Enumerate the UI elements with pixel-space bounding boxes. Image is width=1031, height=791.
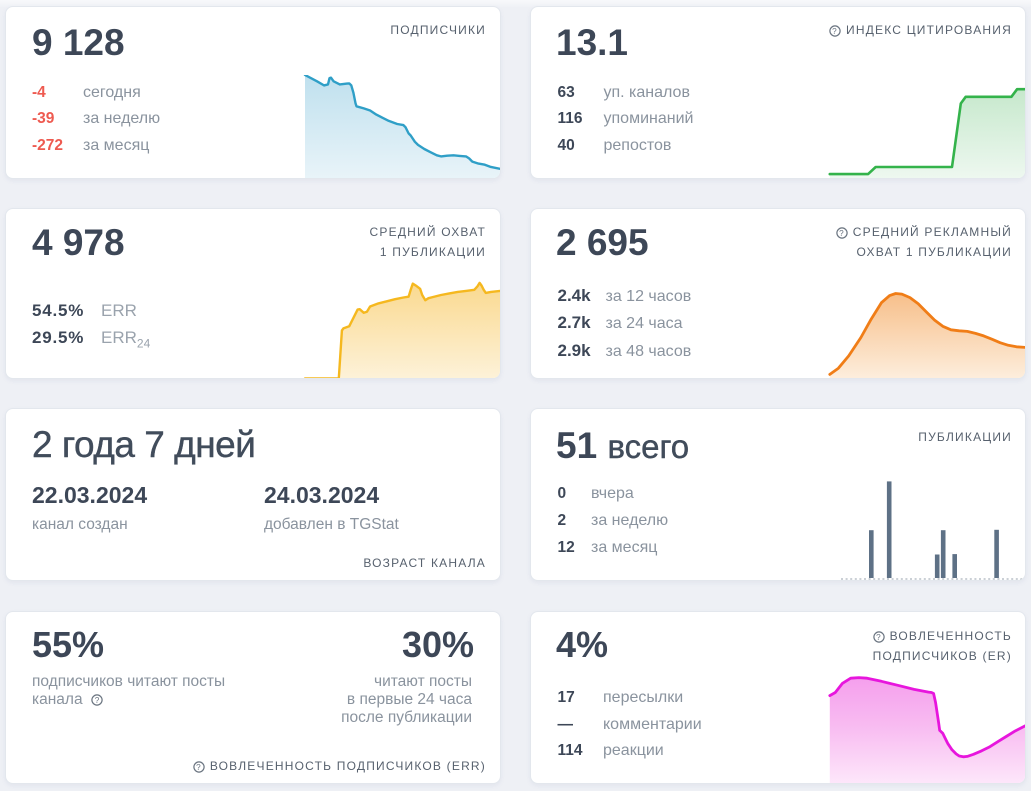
svg-text:?: ? [833,26,839,35]
svg-text:?: ? [196,763,202,772]
svg-text:?: ? [95,696,100,705]
svg-text:?: ? [839,228,845,237]
svg-text:?: ? [876,632,882,641]
